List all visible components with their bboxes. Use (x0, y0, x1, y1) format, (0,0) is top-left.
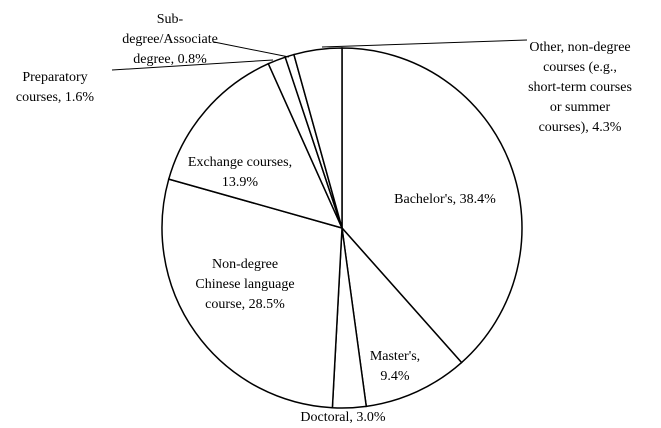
slice-label: Bachelor's, 38.4% (394, 192, 496, 207)
slice-label: Exchange courses, (188, 155, 292, 170)
slice-label: Non-degree (212, 257, 278, 272)
pie-slice (292, 47, 343, 229)
slice-label: Preparatory (22, 70, 87, 85)
slice-label: degree/Associate (122, 32, 218, 47)
slice-label: Chinese language (195, 277, 294, 292)
slice-label: Other, non-degree (529, 40, 630, 55)
slice-label: Sub- (157, 12, 184, 27)
slice-label: 13.9% (222, 175, 259, 190)
slice-label: 9.4% (380, 369, 410, 384)
slice-label: Doctoral, 3.0% (300, 410, 385, 425)
slice-label: degree, 0.8% (133, 52, 207, 67)
slice-label: course, 28.5% (205, 297, 285, 312)
leader-line (213, 41, 290, 58)
leader-line (111, 59, 274, 71)
pie-slice (167, 62, 344, 230)
slice-label: courses, 1.6% (16, 90, 94, 105)
pie-slice (161, 178, 343, 409)
pie-slice (340, 225, 463, 408)
pie-slice (341, 47, 523, 364)
slice-label: courses), 4.3% (539, 120, 622, 135)
leader-line (321, 39, 528, 48)
slice-label: Master's, (370, 349, 420, 364)
slice-label: short-term courses (528, 80, 632, 95)
slice-label: courses (e.g., (543, 60, 617, 75)
slice-label: or summer (550, 100, 611, 115)
